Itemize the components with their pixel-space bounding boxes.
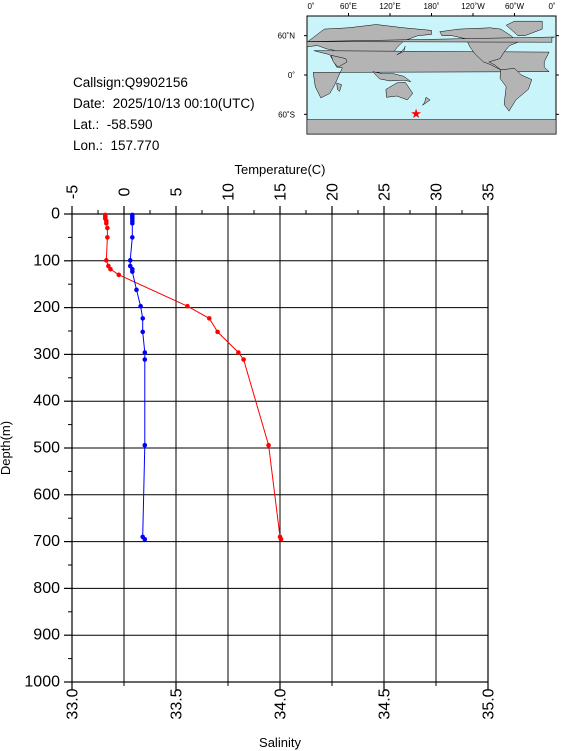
- chart-grid: [72, 214, 488, 682]
- temperature-axis-title: Temperature(C): [234, 162, 325, 177]
- antarctica-shape: [306, 119, 557, 135]
- temperature-data-point: [266, 442, 271, 448]
- salinity-axis-title: Salinity: [259, 735, 301, 750]
- callsign-text: Callsign:Q9902156: [73, 75, 188, 90]
- longitude-text: Lon.: 157.770: [73, 138, 160, 153]
- landmass-shape: [505, 20, 543, 36]
- depth-tick-label: 800: [33, 580, 60, 597]
- map-longitude-label: 0˚: [307, 2, 314, 11]
- salinity-data-point: [127, 263, 133, 269]
- temperature-tick-label: 0: [117, 187, 134, 196]
- landmass-shape: [385, 81, 414, 101]
- temperature-profile-line: [104, 214, 282, 540]
- depth-tick-label: 400: [33, 393, 60, 410]
- temperature-data-point: [104, 221, 109, 226]
- temperature-data-point: [206, 316, 212, 321]
- depth-tick-label: 700: [33, 533, 60, 550]
- data-series: [102, 212, 284, 542]
- salinity-data-point: [134, 287, 139, 293]
- salinity-data-point: [142, 357, 148, 362]
- map-longitude-label: 0˚: [548, 2, 555, 11]
- salinity-data-point: [127, 258, 133, 263]
- temperature-data-point: [185, 303, 190, 309]
- salinity-tick-label: 34.5: [377, 688, 394, 719]
- depth-tick-label: 0: [51, 206, 60, 223]
- temperature-tick-label: 15: [273, 183, 290, 201]
- float-info-panel: Callsign:Q9902156 Date: 2025/10/13 00:10…: [73, 72, 255, 156]
- map-landmasses: [306, 20, 557, 135]
- temperature-data-point: [104, 258, 109, 263]
- float-location-marker: ★: [410, 106, 422, 121]
- map-longitude-label: 180˚: [423, 2, 439, 11]
- temperature-tick-label: 10: [221, 183, 238, 201]
- depth-axis-title: Depth(m): [0, 421, 13, 475]
- temperature-data-point: [105, 225, 110, 231]
- salinity-tick-label: 33.5: [169, 688, 186, 719]
- salinity-data-point: [142, 442, 148, 448]
- map-latitude-label: 60˚S: [278, 110, 295, 119]
- depth-tick-label: 600: [33, 486, 60, 503]
- temperature-data-point: [105, 235, 110, 240]
- map-longitude-label: 120˚E: [379, 2, 400, 11]
- temperature-data-point: [236, 350, 241, 355]
- salinity-tick-label: 35.0: [481, 688, 498, 719]
- depth-tick-label: 100: [33, 252, 60, 269]
- salinity-data-point: [142, 350, 148, 355]
- temperature-data-point: [278, 536, 284, 542]
- temperature-data-point: [108, 266, 113, 272]
- landmass-shape: [422, 96, 431, 106]
- temperature-data-point: [116, 272, 122, 278]
- salinity-profile-line: [129, 214, 146, 540]
- depth-tick-label: 1000: [24, 674, 60, 691]
- map-longitude-label: 120˚W: [461, 2, 485, 11]
- salinity-tick-label: 34.0: [273, 688, 290, 719]
- salinity-data-point: [140, 329, 146, 335]
- map-longitude-label: 60˚E: [340, 2, 357, 11]
- temperature-tick-label: -5: [65, 185, 82, 199]
- temperature-tick-label: 35: [481, 183, 498, 201]
- landmass-shape: [499, 68, 533, 112]
- map-gridlines: [304, 13, 559, 115]
- date-text: Date: 2025/10/13 00:10(UTC): [73, 96, 255, 111]
- landmass-shape: [330, 54, 348, 68]
- salinity-data-point: [130, 269, 135, 274]
- landmass-shape: [396, 46, 406, 55]
- depth-tick-label: 900: [33, 627, 60, 644]
- temperature-tick-label: 20: [325, 183, 342, 201]
- landmass-shape: [336, 82, 342, 92]
- tick-labels: -5 0 5 10 15 20 25 30 35 0 100 200 300 400 500 600 700 80…: [24, 183, 497, 720]
- salinity-data-point: [142, 536, 148, 542]
- salinity-data-point: [138, 303, 143, 309]
- landmass-shape: [371, 71, 411, 82]
- depth-tick-label: 500: [33, 440, 60, 457]
- temperature-data-point: [215, 329, 220, 335]
- landmass-shape: [308, 36, 555, 43]
- depth-tick-label: 300: [33, 346, 60, 363]
- depth-tick-label: 200: [33, 299, 60, 316]
- map-latitude-label: 60˚N: [278, 32, 296, 41]
- temperature-data-point: [106, 263, 111, 269]
- salinity-tick-label: 33.0: [65, 688, 82, 719]
- axis-ticks: [64, 206, 489, 690]
- temperature-tick-label: 25: [377, 183, 394, 201]
- latitude-text: Lat.: -58.590: [73, 117, 153, 132]
- map-latitude-label: 0˚: [288, 71, 295, 80]
- salinity-data-point: [140, 316, 146, 321]
- salinity-data-point: [130, 221, 135, 226]
- temperature-tick-label: 30: [429, 183, 446, 201]
- salinity-data-point: [130, 235, 135, 240]
- map-longitude-label: 60˚W: [505, 2, 525, 11]
- temperature-data-point: [241, 357, 246, 362]
- temperature-tick-label: 5: [169, 187, 186, 196]
